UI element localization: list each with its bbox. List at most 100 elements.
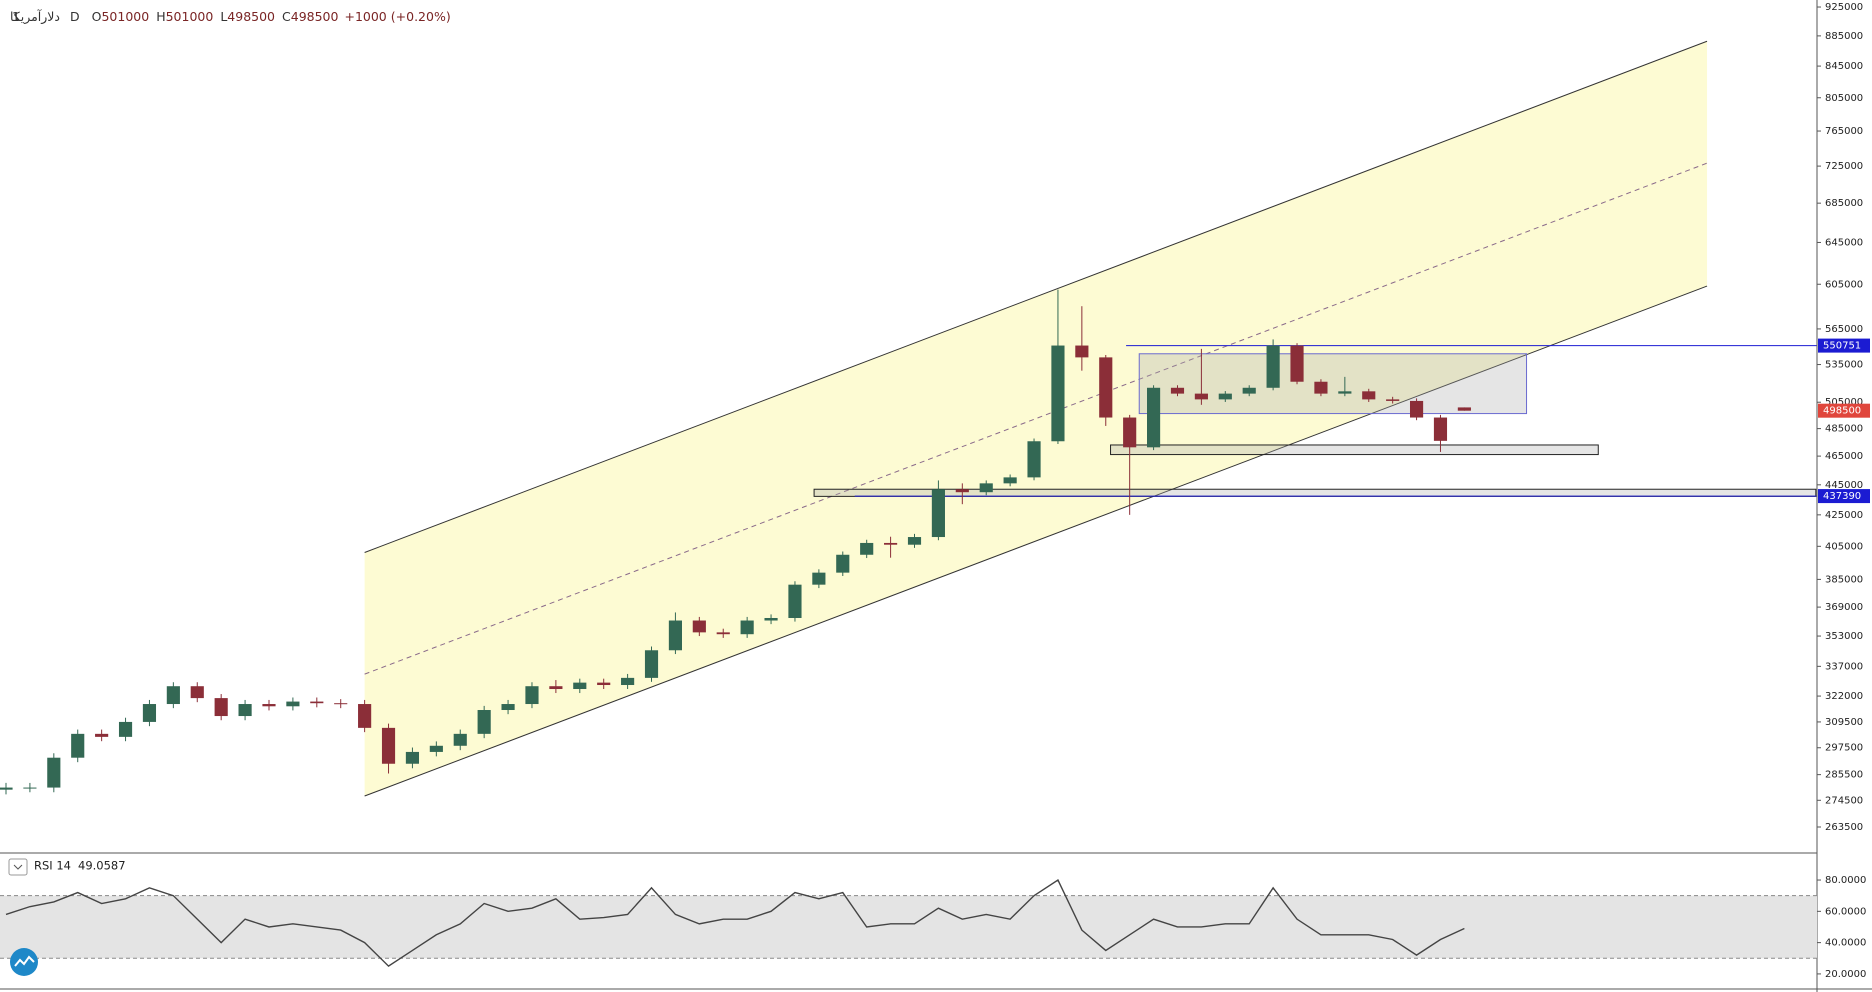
y-tick-label: 309500	[1825, 717, 1863, 728]
candle-body	[381, 727, 396, 764]
candle-body	[597, 682, 611, 686]
channel-lower	[364, 285, 1708, 797]
ohlc-value: 501000	[101, 9, 149, 24]
collapse-icon	[13, 864, 23, 870]
candle-body	[0, 787, 13, 790]
candle-body	[979, 483, 993, 493]
channel-upper	[364, 40, 1708, 553]
ohlc-value: 501000	[166, 9, 214, 24]
candle-body	[621, 677, 635, 686]
y-tick-label: 565000	[1825, 324, 1863, 335]
y-tick-label: 485000	[1825, 424, 1863, 435]
rsi-title: RSI 14	[34, 859, 71, 873]
candle-body	[477, 710, 491, 734]
candle-body	[812, 572, 826, 585]
candle-body	[453, 733, 467, 746]
candle-body	[931, 489, 945, 538]
zone	[1138, 353, 1528, 415]
candle-body	[788, 584, 802, 618]
legend-text: دلارآمریکا1D O501000 H501000 L498500 C498500…	[10, 9, 451, 25]
candle-body	[47, 757, 61, 788]
candle-body	[1027, 441, 1041, 478]
candle-body	[668, 620, 682, 651]
ohlc-label: H	[156, 9, 165, 24]
rsi-band	[0, 895, 1817, 959]
candle-body	[692, 620, 706, 633]
candle-body	[405, 751, 420, 764]
ohlc-value: 498500	[291, 9, 339, 24]
rsi-value: 49.0587	[78, 859, 126, 873]
candle-body	[1290, 345, 1304, 382]
ohlc-label: C	[282, 9, 291, 24]
candle-body	[1266, 345, 1280, 388]
candle-body	[1362, 391, 1376, 400]
candle-body	[1003, 477, 1017, 484]
candle-body	[166, 686, 180, 705]
y-tick-label: 297500	[1825, 743, 1863, 754]
candle-body	[142, 704, 157, 722]
candle-body	[1218, 393, 1232, 400]
candle-body	[214, 698, 228, 717]
candle-body	[907, 537, 922, 545]
candle-body	[836, 554, 850, 573]
candle-body	[190, 686, 204, 699]
candle-body	[262, 704, 276, 707]
candle-body	[1338, 391, 1352, 394]
price-pane	[0, 40, 1817, 797]
y-tick-label: 274500	[1825, 795, 1863, 806]
price-badge	[1818, 338, 1870, 353]
candle-body	[23, 787, 37, 789]
y-tick-label: 845000	[1825, 61, 1863, 72]
candle-body	[525, 686, 539, 705]
y-tick-label: 725000	[1825, 161, 1863, 172]
candle-body	[358, 704, 372, 728]
y-tick-label: 369000	[1825, 602, 1863, 613]
candle-body	[764, 617, 778, 621]
candle-body	[860, 542, 874, 555]
y-tick-label: 425000	[1825, 510, 1863, 521]
y-tick-label: 353000	[1825, 631, 1863, 642]
candle-body	[334, 703, 348, 705]
y-tick-label: 337000	[1825, 661, 1863, 672]
candle-body	[429, 745, 443, 752]
channel-fill	[364, 41, 1708, 797]
candle-body	[1314, 381, 1328, 394]
y-tick-label: 885000	[1825, 31, 1863, 42]
price-badge-label: 550751	[1823, 341, 1861, 352]
y-tick-label: 60.0000	[1825, 906, 1866, 917]
candle-body	[1194, 393, 1208, 400]
candle-body	[310, 701, 324, 704]
y-tick-label: 40.0000	[1825, 938, 1866, 949]
change: +1000	[344, 9, 386, 24]
candle-body	[573, 682, 587, 690]
y-tick-label: 405000	[1825, 541, 1863, 552]
rsi-pane: RSI 14 49.0587	[0, 859, 1817, 967]
y-tick-label: 505000	[1825, 397, 1863, 408]
y-tick-label: 685000	[1825, 198, 1863, 209]
price-badge	[1818, 403, 1870, 418]
candle-body	[1123, 417, 1137, 448]
candle-body	[740, 620, 754, 635]
candle-body	[95, 733, 109, 737]
candle-body	[1051, 345, 1065, 442]
ohlc-label: O	[92, 9, 102, 24]
collapse-button[interactable]	[8, 858, 28, 876]
candle-body	[286, 701, 300, 707]
candle-body	[238, 704, 252, 717]
candle-body	[1386, 399, 1400, 401]
logo[interactable]	[10, 948, 38, 976]
logo-icon	[14, 955, 35, 967]
y-tick-label: 445000	[1825, 480, 1863, 491]
y-tick-label: 285500	[1825, 770, 1863, 781]
y-tick-label: 765000	[1825, 126, 1863, 137]
rsi-line	[5, 879, 1465, 967]
y-tick-label: 322000	[1825, 691, 1863, 702]
y-tick-label: 385000	[1825, 574, 1863, 585]
candle-body	[1457, 407, 1471, 411]
candle-body	[644, 650, 659, 678]
candle-body	[1170, 387, 1185, 394]
y-tick-label: 605000	[1825, 279, 1863, 290]
candle-body	[1433, 417, 1448, 441]
candle-body	[118, 721, 133, 737]
